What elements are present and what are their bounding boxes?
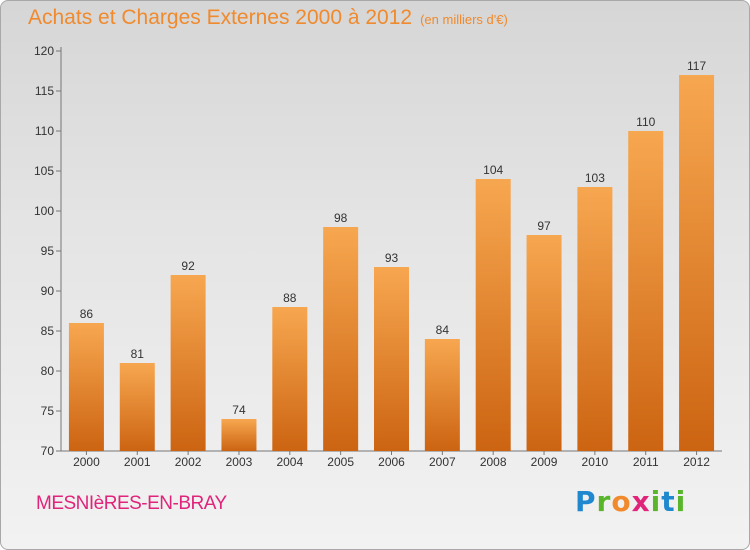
x-tick-label: 2010: [582, 455, 609, 469]
y-tick-label: 80: [41, 364, 55, 378]
unit-label: (en milliers d'€): [420, 12, 508, 27]
logo-letter: x: [631, 485, 651, 518]
x-tick-label: 2007: [429, 455, 456, 469]
y-tick-label: 115: [35, 84, 54, 98]
logo-letter: o: [611, 485, 632, 518]
x-tick-label: 2006: [378, 455, 405, 469]
x-tick-label: 2012: [683, 455, 710, 469]
bar: [628, 131, 664, 451]
title-text: Achats et Charges Externes 2000 à 2012: [28, 6, 413, 29]
bar: [119, 363, 155, 451]
y-tick-label: 70: [41, 444, 55, 458]
bar: [68, 323, 104, 451]
bar: [475, 179, 511, 451]
logo-letter: t: [661, 485, 676, 518]
logo-letter: P: [575, 485, 597, 518]
y-tick-label: 100: [34, 204, 54, 218]
x-tick-label: 2008: [480, 455, 507, 469]
bar: [374, 267, 409, 451]
axes: 70 75 80 85 90 95 100 105 110 115 120 2000 2001 2002 2…: [34, 44, 722, 469]
commune-name: MESNIèRES-EN-BRAY: [36, 493, 227, 514]
logo-letter: i: [675, 485, 687, 518]
x-tick-label: 2004: [276, 455, 303, 469]
bar: [424, 339, 460, 451]
data-label: 93: [385, 251, 399, 265]
x-tick-label: 2002: [175, 455, 202, 469]
y-tick-label: 90: [41, 284, 55, 298]
y-tick-label: 110: [35, 124, 54, 138]
data-label: 84: [436, 323, 450, 337]
x-tick-label: 2005: [327, 455, 354, 469]
y-tick-label: 120: [34, 44, 54, 58]
data-label: 81: [131, 347, 145, 361]
y-tick-label: 75: [41, 404, 55, 418]
data-label: 74: [232, 403, 246, 417]
data-label: 98: [334, 211, 348, 225]
x-tick-label: 2001: [124, 455, 151, 469]
y-tick-label: 105: [34, 164, 54, 178]
bar: [679, 75, 715, 451]
data-label: 110: [636, 115, 655, 129]
bar: [272, 307, 308, 451]
x-tick-label: 2000: [73, 455, 100, 469]
bar: [577, 187, 613, 451]
data-label: 103: [585, 171, 605, 185]
data-label: 92: [181, 259, 195, 273]
data-label: 86: [80, 307, 94, 321]
data-label: 97: [537, 219, 551, 233]
data-label: 117: [687, 59, 706, 73]
logo-letter: i: [650, 485, 662, 518]
proxiti-logo: Proxiti: [575, 485, 686, 518]
bar: [526, 235, 562, 451]
bars: 86 81 92 74 88 98 93 84 104 97 103 110 117: [68, 59, 715, 451]
logo-letter: r: [596, 485, 612, 518]
chart-title: Achats et Charges Externes 2000 à 2012 (e…: [28, 6, 508, 30]
bar: [170, 275, 206, 451]
x-tick-label: 2003: [226, 455, 253, 469]
y-tick-label: 95: [41, 244, 55, 258]
data-label: 104: [483, 163, 503, 177]
y-tick-label: 85: [41, 324, 55, 338]
x-tick-label: 2009: [531, 455, 558, 469]
data-label: 88: [283, 291, 297, 305]
bar: [221, 419, 257, 451]
bar: [323, 227, 359, 451]
x-tick-label: 2011: [633, 455, 659, 469]
